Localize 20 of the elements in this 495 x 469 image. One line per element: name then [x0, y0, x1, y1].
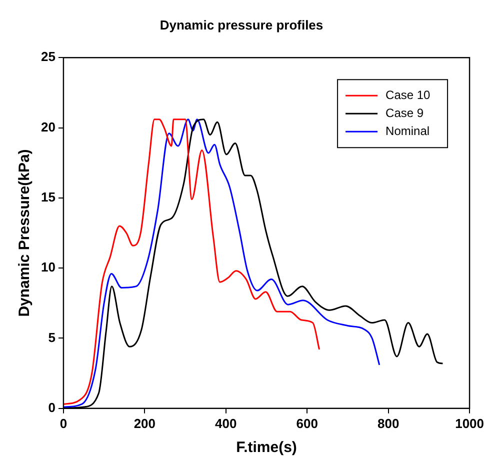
y-tick-label: 0: [48, 400, 56, 415]
x-tick-label: 200: [134, 416, 156, 431]
y-tick-label: 20: [40, 119, 56, 134]
x-tick-label: 800: [377, 416, 400, 431]
x-tick-label: 600: [296, 416, 318, 431]
x-axis-title: F.time(s): [236, 439, 297, 456]
chart-title: Dynamic pressure profiles: [160, 17, 324, 32]
x-tick-label: 1000: [455, 416, 484, 431]
legend-label: Case 10: [386, 88, 431, 102]
line-series: [63, 118, 320, 405]
legend-label: Case 9: [386, 106, 424, 120]
line-series: [63, 118, 380, 408]
y-axis-title: Dynamic Pressure(kPa): [16, 149, 34, 317]
y-tick-label: 15: [40, 190, 56, 204]
x-tick-label: 400: [215, 416, 237, 431]
legend-label: Nominal: [386, 124, 430, 138]
x-tick-label: 0: [60, 416, 68, 431]
y-tick-label: 25: [40, 49, 56, 64]
y-tick-label: 10: [40, 260, 56, 275]
y-tick-label: 5: [48, 330, 56, 345]
